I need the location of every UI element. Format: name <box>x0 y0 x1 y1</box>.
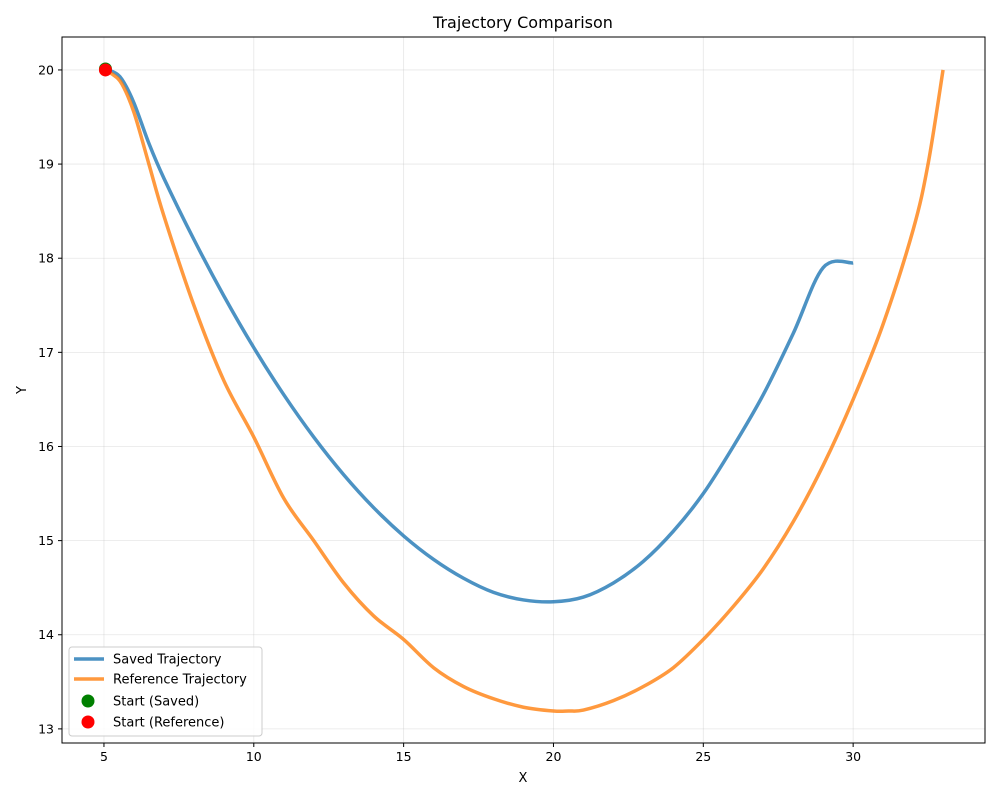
y-tick-label: 18 <box>38 251 54 266</box>
x-axis-ticks: 5 10 15 20 25 30 <box>100 743 861 764</box>
legend-box <box>68 646 263 737</box>
plot-frame <box>61 36 986 744</box>
y-tick-label: 15 <box>38 533 54 548</box>
y-tick-label: 16 <box>38 439 54 454</box>
legend-label: Start (Saved) <box>113 695 199 710</box>
y-tick-label: 19 <box>38 157 54 172</box>
y-tick-label: 17 <box>38 345 54 360</box>
series-line-saved <box>103 68 854 604</box>
grid <box>62 37 985 743</box>
x-tick-label: 10 <box>246 749 262 764</box>
y-tick-label: 13 <box>38 721 54 736</box>
chart-title: Trajectory Comparison <box>432 13 613 32</box>
y-axis-label: Y <box>15 386 30 395</box>
series-line-reference <box>103 68 945 714</box>
series-layer <box>103 68 945 714</box>
legend-label: Start (Reference) <box>113 716 225 731</box>
y-tick-label: 14 <box>38 627 54 642</box>
legend-marker-saved <box>81 694 95 708</box>
start-reference-marker <box>98 63 112 77</box>
x-tick-label: 15 <box>396 749 412 764</box>
legend: Saved Trajectory Reference Trajectory Star… <box>68 646 263 737</box>
marker-layer <box>98 62 112 77</box>
y-axis-ticks: 13 14 15 16 17 18 19 20 <box>38 62 62 736</box>
legend-label: Reference Trajectory <box>113 673 247 688</box>
legend-label: Saved Trajectory <box>113 653 222 668</box>
x-tick-label: 25 <box>695 749 711 764</box>
y-tick-label: 20 <box>38 62 54 77</box>
legend-marker-reference <box>81 715 95 729</box>
x-tick-label: 5 <box>100 749 108 764</box>
x-axis-label: X <box>519 771 528 786</box>
x-tick-label: 20 <box>546 749 562 764</box>
x-tick-label: 30 <box>845 749 861 764</box>
